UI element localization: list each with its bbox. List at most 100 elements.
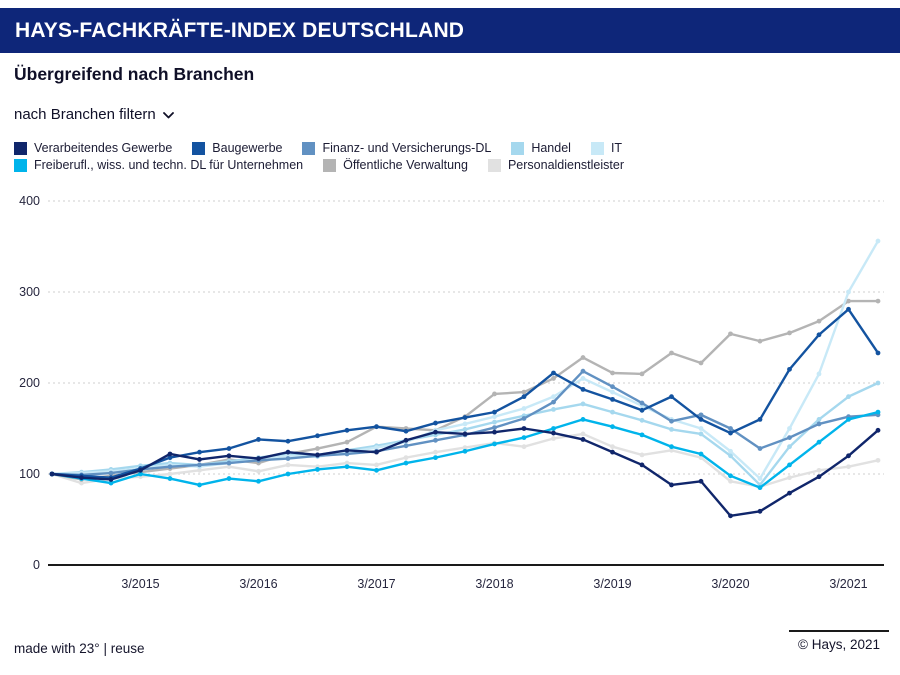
data-point [521, 406, 527, 411]
data-point [639, 400, 645, 406]
data-point [167, 451, 173, 457]
data-point [580, 386, 586, 392]
data-point [226, 476, 232, 481]
data-point [374, 449, 379, 455]
data-point [492, 419, 497, 425]
x-tick-label: 3/2015 [121, 577, 159, 591]
data-point [875, 380, 881, 386]
data-point [728, 448, 733, 454]
data-point [787, 490, 792, 496]
data-point [462, 421, 468, 427]
legend-label: Personaldienstleister [507, 158, 625, 172]
data-point [639, 462, 645, 468]
data-point [639, 452, 645, 458]
page-title: HAYS-FACHKRÄFTE-INDEX DEUTSCHLAND [15, 18, 465, 42]
legend-label: Freiberufl., wiss. und techn. DL für Unt… [34, 158, 304, 172]
data-point [787, 426, 792, 431]
data-point [610, 444, 615, 450]
data-point [669, 482, 674, 488]
data-point [846, 453, 851, 459]
data-point [433, 437, 438, 443]
data-point [787, 366, 792, 372]
chevron-down-icon [162, 106, 174, 123]
data-point [433, 449, 438, 455]
data-point [315, 433, 320, 439]
legend-swatch [192, 141, 206, 155]
legend-swatch [14, 158, 27, 172]
data-point [433, 455, 438, 461]
line-chart: 0 100 200 300 400 3/2015 3/2016 3/2017 3/2018 3/2… [0, 190, 900, 607]
data-point [757, 508, 763, 514]
copyright-rule [789, 630, 889, 632]
data-point [138, 471, 143, 477]
data-point [610, 424, 615, 430]
data-point [226, 464, 232, 470]
branch-filter-dropdown[interactable]: nach Branchen filtern [14, 106, 174, 123]
branch-filter-label: nach Branchen filtern [14, 106, 156, 123]
data-point [521, 435, 527, 440]
data-point [167, 464, 173, 470]
data-point [846, 417, 851, 422]
data-point [580, 417, 586, 422]
data-point [639, 417, 645, 423]
data-point [698, 426, 704, 431]
data-point [669, 447, 674, 453]
data-point [138, 467, 143, 473]
data-point [167, 455, 173, 461]
data-point [315, 467, 320, 472]
data-point [285, 438, 291, 444]
data-point [875, 409, 881, 415]
data-point [757, 446, 763, 451]
data-point [846, 289, 851, 295]
data-point [875, 238, 881, 244]
legend-item: Öffentliche Verwaltung [323, 158, 468, 172]
data-point [403, 460, 409, 466]
data-point [639, 407, 645, 413]
header-bar: HAYS-FACHKRÄFTE-INDEX DEUTSCHLAND [0, 8, 900, 53]
y-tick-label: 300 [19, 285, 40, 299]
legend-swatch [487, 158, 501, 172]
data-point [698, 412, 704, 418]
data-point [610, 384, 615, 390]
y-tick-label: 100 [19, 467, 40, 481]
data-point [846, 306, 851, 312]
data-point [462, 445, 468, 451]
data-point [816, 371, 822, 377]
data-point [787, 475, 792, 481]
legend-row-1: Verarbeitendes Gewerbe Baugewerbe Finanz- … [14, 141, 624, 155]
data-point [315, 452, 320, 458]
data-point [728, 478, 733, 484]
data-point [285, 471, 291, 477]
data-point [374, 445, 379, 451]
data-point [433, 429, 438, 435]
data-point [462, 415, 468, 420]
data-point [610, 389, 615, 395]
data-point [580, 401, 586, 407]
data-point [669, 444, 674, 450]
data-point [315, 446, 320, 451]
data-point [462, 448, 468, 454]
data-point [403, 428, 409, 434]
data-point [669, 350, 674, 356]
legend-label: Handel [531, 141, 571, 155]
data-point [285, 456, 291, 461]
copyright-block: © Hays, 2021 [788, 630, 890, 652]
data-point [698, 451, 704, 457]
data-point [344, 451, 350, 457]
data-point [551, 394, 556, 400]
data-point [610, 409, 615, 415]
data-point [757, 417, 763, 422]
data-point [492, 409, 497, 415]
data-point [226, 453, 232, 459]
data-point [610, 396, 615, 402]
data-point [757, 485, 763, 491]
data-point [108, 477, 114, 482]
data-point [492, 425, 497, 430]
attribution-link[interactable]: made with 23° | reuse [14, 641, 145, 656]
chart-svg: 0 100 200 300 400 3/2015 3/2016 3/2017 3/2018 3/2… [19, 194, 884, 591]
data-point [816, 318, 822, 324]
data-point [521, 444, 527, 450]
legend-swatch [590, 141, 604, 155]
legend-item: IT [590, 141, 622, 155]
